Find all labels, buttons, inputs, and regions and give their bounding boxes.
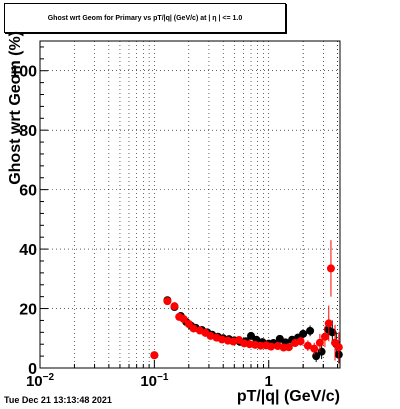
data-point-red bbox=[189, 324, 198, 333]
y-tick-label: 20 bbox=[19, 302, 37, 319]
x-tick-label: 10−1 bbox=[140, 372, 169, 390]
data-point-red bbox=[296, 337, 305, 346]
data-point-red bbox=[163, 297, 172, 306]
y-tick-label: 60 bbox=[19, 183, 37, 200]
data-point-black bbox=[299, 329, 308, 338]
data-point-red bbox=[320, 332, 329, 341]
x-tick-label: 10−2 bbox=[26, 372, 55, 390]
data-point-black bbox=[317, 347, 326, 356]
data-point-red bbox=[326, 264, 335, 273]
data-point-red bbox=[324, 319, 333, 328]
y-tick-label: 100 bbox=[10, 64, 37, 81]
y-tick-label: 80 bbox=[19, 123, 37, 140]
data-point-red bbox=[150, 351, 159, 360]
chart-title: Ghost wrt Geom for Primary vs pT/|q| (Ge… bbox=[4, 3, 286, 33]
data-point-black bbox=[328, 328, 337, 337]
data-point-red bbox=[217, 335, 226, 344]
plot-frame bbox=[39, 40, 341, 369]
data-point-black bbox=[306, 326, 315, 335]
data-point-red bbox=[315, 338, 324, 347]
data-point-red bbox=[206, 331, 215, 340]
x-axis-title: pT/|q| (GeV/c) bbox=[237, 388, 340, 405]
y-tick-label: 40 bbox=[19, 242, 37, 259]
data-point-red bbox=[179, 314, 188, 323]
data-point-red bbox=[170, 302, 179, 311]
timestamp-label: Tue Dec 21 13:13:48 2021 bbox=[4, 395, 112, 405]
data-point-red bbox=[267, 342, 276, 351]
data-point-red bbox=[284, 343, 293, 352]
data-point-red bbox=[334, 343, 343, 352]
y-axis-title: Ghost wrt Geom (%) bbox=[7, 31, 24, 185]
data-point-red bbox=[303, 341, 312, 350]
y-tick-label: 0 bbox=[28, 361, 37, 378]
data-point-red bbox=[310, 344, 319, 353]
x-tick-label: 1 bbox=[265, 373, 273, 390]
